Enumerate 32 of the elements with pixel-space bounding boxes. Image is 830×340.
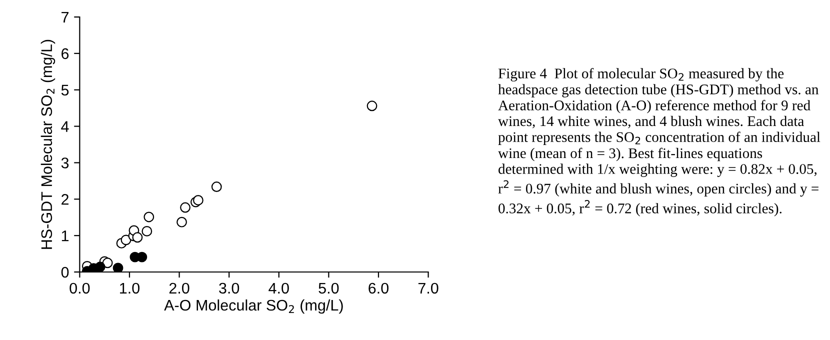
point [176, 216, 187, 228]
point [180, 202, 190, 213]
x-tick-label: 7.0 [418, 282, 438, 294]
x-tick-label: 1.0 [120, 282, 140, 294]
x-tick-label: 0.0 [70, 282, 90, 294]
point [144, 212, 154, 222]
point [112, 262, 124, 272]
point [94, 262, 106, 272]
x-axis-title: A-O Molecular SO$_{2}$ (mg/L) [164, 299, 343, 314]
x-tick-label: 5.0 [318, 282, 339, 294]
y-axis-title: HS-GDT Molecular SO$_{2}$ (mg/L) [40, 40, 56, 249]
y-tick-label: 3 [61, 158, 69, 168]
x-tick-label: 6.0 [368, 282, 388, 294]
y-tick-label: 7 [62, 12, 68, 23]
text: Figure 4 Plot of molecular SO$_{2}$ measured by the headspace gas detection tube (HS-GDT) method vs. an Aeration-Oxidation (A-O) reference method for 9 red wines, 14 white wines, and 4 blush wines. Each data point represents the SO$_{2}$ concentration of an individual wine (mean of n = 3). Best fit-lines equations determined with 1/x weighting were: y = 0.82x + 0.05, r$^{2}$ = 0.97 (white and blush wines, open circles) and y = 0.32x + 0.05, r$^{2}$ = 0.72 (red wines, solid circles). [498, 68, 820, 216]
y-tick-label: 0 [61, 266, 69, 278]
y-tick-label: 6 [62, 48, 69, 60]
y-tick-label: 1 [62, 230, 69, 242]
point [366, 100, 378, 112]
x-tick-label: 4.0 [268, 282, 289, 294]
y-tick-label: 4 [61, 121, 69, 132]
point [211, 182, 222, 192]
point [102, 258, 113, 268]
point [120, 234, 132, 246]
point [132, 232, 143, 243]
x-tick-label: 3.0 [219, 282, 240, 294]
point [192, 195, 204, 206]
point [142, 226, 152, 236]
y-tick-label: 5 [61, 84, 69, 96]
y-tick-label: 2 [62, 194, 68, 205]
x-tick-label: 2.0 [169, 282, 190, 294]
point [136, 252, 148, 262]
